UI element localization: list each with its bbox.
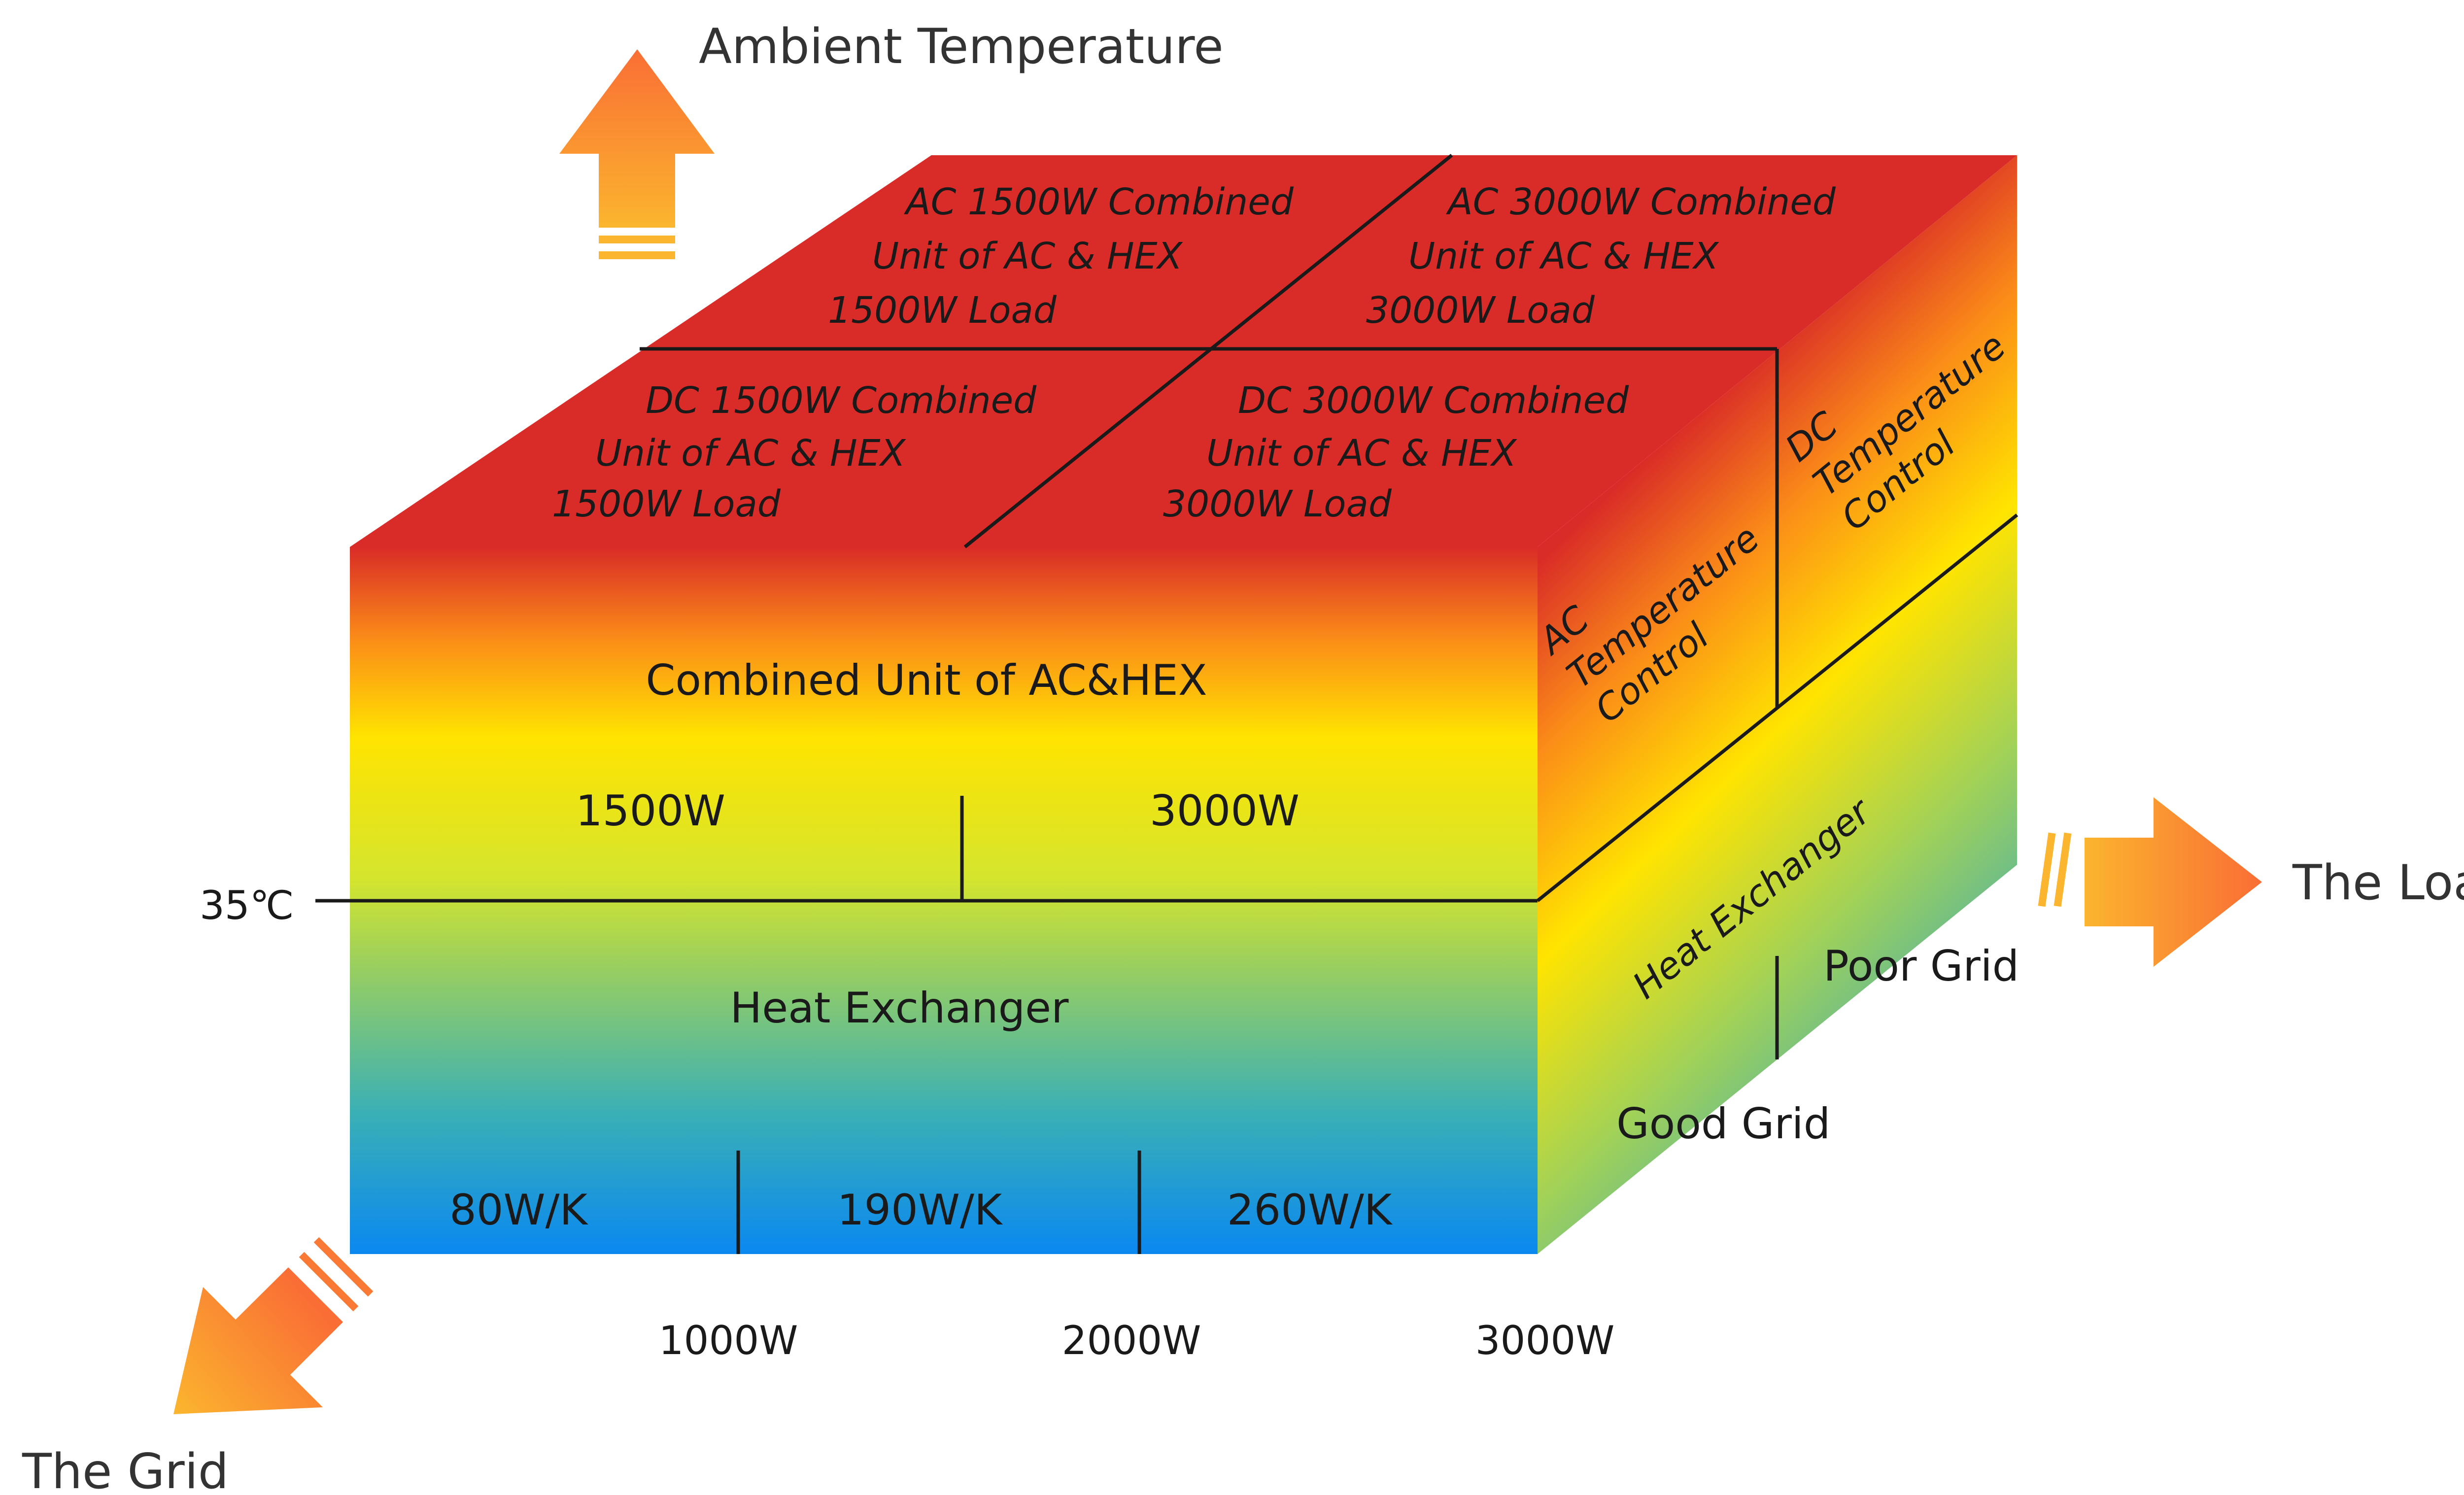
top-cell-line: Unit of AC & HEX (1408, 235, 1719, 277)
top-cell-line: Unit of AC & HEX (1206, 432, 1517, 475)
poor-grid-label: Poor Grid (1823, 942, 2019, 991)
top-cell-line: 3000W Load (1366, 289, 1595, 332)
top-cell-dc-3000w: DC 3000W Combined Unit of AC & HEX 3000W… (1163, 379, 1629, 525)
tick-1000w: 1000W (659, 1318, 798, 1363)
lower-value-190wk: 190W/K (837, 1186, 1003, 1235)
tick-2000w: 2000W (1062, 1318, 1201, 1363)
top-cell-line: 3000W Load (1163, 483, 1392, 525)
heat-exchanger-title: Heat Exchanger (730, 984, 1069, 1033)
ambient-temperature-label: Ambient Temperature (699, 19, 1224, 75)
top-cell-line: AC 3000W Combined (1446, 181, 1836, 223)
arrow-down-left-icon (173, 1237, 374, 1414)
top-cell-line: DC 1500W Combined (646, 379, 1037, 422)
top-cell-line: AC 1500W Combined (904, 181, 1294, 223)
tick-3000w: 3000W (1475, 1318, 1615, 1363)
temperature-marker: 35℃ (200, 883, 294, 928)
top-cell-dc-1500w: DC 1500W Combined Unit of AC & HEX 1500W… (552, 379, 1037, 525)
top-cell-line: DC 3000W Combined (1238, 379, 1629, 422)
lower-value-260wk: 260W/K (1227, 1186, 1393, 1235)
lower-value-80wk: 80W/K (449, 1186, 588, 1235)
good-grid-label: Good Grid (1616, 1099, 1830, 1149)
top-cell-line: 1500W Load (552, 483, 781, 525)
combined-unit-title: Combined Unit of AC&HEX (646, 656, 1207, 705)
top-cell-line: Unit of AC & HEX (872, 235, 1183, 277)
top-cell-ac-3000w: AC 3000W Combined Unit of AC & HEX 3000W… (1366, 181, 1836, 332)
upper-value-1500w: 1500W (576, 786, 725, 836)
the-load-label: The Load (2292, 855, 2464, 911)
the-grid-label: The Grid (22, 1444, 229, 1495)
arrow-right-icon (2038, 797, 2262, 967)
top-cell-line: Unit of AC & HEX (595, 432, 906, 475)
arrow-up-icon (559, 49, 715, 259)
top-cell-line: 1500W Load (828, 289, 1057, 332)
side-mid-line (1536, 513, 2019, 902)
top-cell-ac-1500w: AC 1500W Combined Unit of AC & HEX 1500W… (828, 181, 1294, 332)
upper-value-3000w: 3000W (1150, 786, 1300, 836)
top-face (350, 155, 2017, 547)
top-divider-diagonal (963, 154, 1453, 548)
